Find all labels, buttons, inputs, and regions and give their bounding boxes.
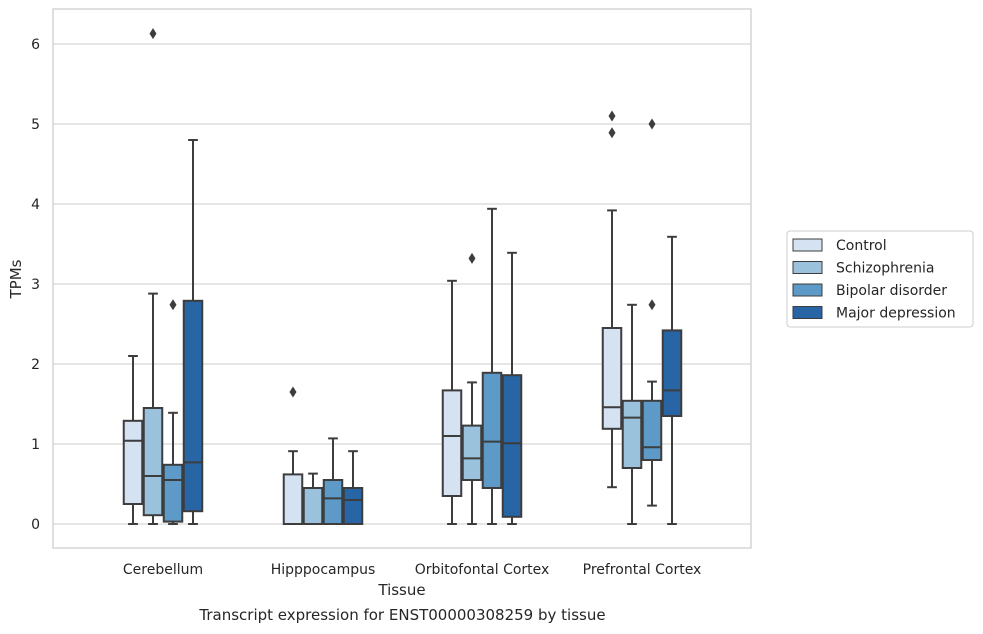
- x-axis-label: Tissue: [377, 581, 425, 599]
- box-3: [601, 110, 623, 489]
- box-2: [501, 251, 523, 525]
- legend-label: Bipolar disorder: [836, 283, 947, 299]
- box-iqr: [142, 407, 164, 517]
- legend-swatch: [792, 306, 823, 319]
- legend: Control Schizophrenia Bipolar disorder Majo…: [786, 230, 974, 328]
- box-2: [481, 207, 503, 525]
- legend-label: Schizophrenia: [836, 261, 934, 277]
- box-3: [661, 235, 683, 525]
- box-1: [282, 386, 304, 525]
- legend-swatch: [792, 283, 823, 297]
- figure-caption: Transcript expression for ENST0000030825…: [199, 606, 606, 624]
- box-0: [122, 355, 144, 525]
- y-tick-labels: 0 1 2 3 4 5 6: [31, 37, 40, 533]
- box-iqr: [441, 389, 463, 497]
- y-tick-label: 3: [31, 277, 40, 293]
- y-tick-label: 6: [31, 37, 40, 53]
- y-tick-label: 0: [31, 517, 40, 533]
- box-1: [342, 450, 364, 525]
- box-iqr: [342, 487, 364, 525]
- box-iqr: [122, 419, 144, 505]
- legend-swatch: [792, 238, 823, 252]
- outlier-point: [608, 127, 616, 139]
- box-0: [142, 28, 164, 525]
- box-0: [162, 299, 184, 525]
- box-3: [621, 303, 643, 525]
- x-tick-label: Orbitofontal Cortex: [415, 562, 550, 578]
- box-iqr: [302, 487, 324, 525]
- series-bipolar-disorder: [162, 118, 663, 525]
- outlier-point: [608, 110, 616, 122]
- outlier-point: [648, 118, 656, 130]
- x-tick-label: Prefrontal Cortex: [583, 562, 702, 578]
- x-tick-label: Cerebellum: [123, 562, 203, 578]
- box-2: [441, 279, 463, 525]
- outlier-point: [149, 28, 157, 40]
- box-iqr: [481, 371, 503, 489]
- box-iqr: [322, 479, 344, 525]
- box-iqr: [621, 399, 643, 469]
- box-1: [302, 472, 324, 525]
- y-axis-label: TPMs: [7, 259, 25, 299]
- box-iqr: [501, 374, 523, 518]
- y-tick-label: 4: [31, 197, 40, 213]
- legend-frame: [786, 230, 974, 328]
- series-major-depression: [182, 139, 683, 525]
- legend-label: Control: [836, 238, 887, 254]
- outlier-point: [648, 299, 656, 311]
- box-2: [461, 252, 483, 525]
- box-iqr: [641, 399, 663, 461]
- box-iqr: [282, 473, 304, 525]
- y-tick-label: 2: [31, 357, 40, 373]
- legend-swatch: [792, 261, 823, 274]
- box-1: [322, 437, 344, 525]
- box-iqr: [182, 299, 204, 513]
- series-schizophrenia: [142, 28, 643, 525]
- box-iqr: [461, 424, 483, 482]
- x-tick-labels: Cerebellum Hipppocampus Orbitofontal Corte…: [123, 562, 701, 578]
- box-3: [641, 118, 663, 507]
- box-series: [122, 28, 683, 525]
- outlier-point: [468, 252, 476, 264]
- outlier-point: [289, 386, 297, 398]
- box-iqr: [162, 463, 184, 523]
- box-iqr: [661, 329, 683, 417]
- outlier-point: [169, 299, 177, 311]
- box-0: [182, 139, 204, 525]
- legend-label: Major depression: [836, 306, 956, 322]
- x-tick-label: Hipppocampus: [271, 562, 376, 578]
- y-tick-label: 1: [31, 437, 40, 453]
- y-tick-label: 5: [31, 117, 40, 133]
- series-control: [122, 110, 623, 525]
- box-iqr: [601, 327, 623, 430]
